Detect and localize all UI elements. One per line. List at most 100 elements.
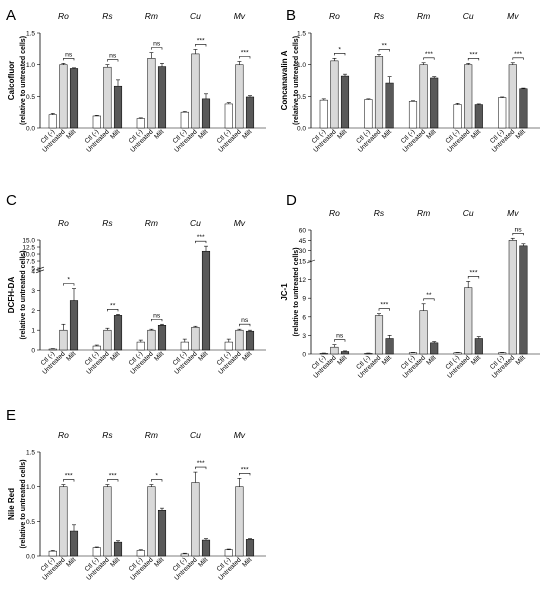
bar-untreated [59, 486, 68, 557]
bar-ctl [180, 341, 189, 351]
x-tick-label: Milt [336, 354, 348, 366]
bar-milt [201, 98, 211, 129]
x-tick-label: Milt [241, 350, 253, 362]
group-label-rs: Rs [374, 208, 385, 218]
group-label-ro: Ro [329, 11, 340, 21]
bar-milt [519, 88, 528, 129]
bar-ctl [136, 550, 145, 557]
panel-letter: D [286, 192, 297, 209]
significance-label: *** [241, 466, 249, 473]
y-tick-label: 0.5 [26, 519, 35, 526]
bar-untreated [191, 482, 200, 557]
x-tick-label: Milt [470, 354, 482, 366]
group-label-mv: Mv [507, 11, 519, 21]
significance-bracket [512, 232, 524, 236]
group-label-rs: Rs [374, 11, 385, 21]
significance-label: * [67, 277, 70, 284]
bar-milt [157, 509, 167, 557]
group-label-ro: Ro [58, 430, 69, 440]
bar-untreated [235, 329, 244, 351]
significance-label: * [155, 473, 158, 480]
y-tick-label: 12 [299, 277, 307, 284]
significance-bracket [195, 466, 207, 470]
group-label-mv: Mv [507, 208, 519, 218]
y-axis-label: DCFH-DA [7, 277, 16, 314]
group-label-rm: Rm [145, 218, 158, 228]
y-tick-label: 9 [302, 296, 306, 303]
bar-untreated [235, 64, 244, 129]
y-tick-label: 1.5 [26, 31, 35, 38]
significance-label: ns [515, 226, 523, 233]
group-label-ro: Ro [58, 11, 69, 21]
significance-bracket [63, 479, 75, 482]
bar-untreated [147, 329, 156, 351]
significance-bracket [151, 479, 163, 482]
y-tick-label: 0.0 [26, 126, 35, 133]
group-label-rm: Rm [145, 430, 158, 440]
y-tick-label: 0.0 [26, 554, 35, 561]
panel-c: C 0 1 2 3 457.510.012.515.0 DCFH-DA (relative t… [6, 192, 266, 376]
y-tick-label: 6 [302, 314, 306, 321]
bar-milt [201, 250, 211, 351]
group-label-cu: Cu [190, 11, 201, 21]
significance-bracket [378, 49, 390, 52]
group-label-cu: Cu [190, 430, 201, 440]
group-label-ro: Ro [329, 208, 340, 218]
bar-ctl [498, 352, 507, 355]
significance-bracket [151, 47, 163, 50]
significance-label: *** [380, 302, 388, 309]
y-tick-label: 0 [302, 352, 306, 359]
group-label-cu: Cu [463, 208, 474, 218]
bar-untreated [147, 486, 156, 557]
bar-ctl [319, 99, 328, 129]
x-tick-label: Milt [109, 350, 121, 362]
group-label-rm: Rm [417, 11, 430, 21]
y-axis-label-units: (relative to untreated cells) [293, 36, 300, 125]
bar-ctl [224, 103, 233, 129]
bar-ctl [92, 547, 101, 557]
group-label-rs: Rs [102, 430, 113, 440]
y-axis-label: JC-1 [280, 283, 289, 301]
significance-label: *** [109, 473, 117, 480]
bar-milt [245, 330, 255, 351]
bar-milt [113, 85, 123, 129]
bar-untreated [419, 64, 428, 129]
bar-ctl [224, 549, 233, 557]
bar-untreated [191, 53, 200, 129]
y-tick-label: 0 [31, 348, 35, 355]
significance-bracket [107, 479, 119, 482]
bar-untreated [103, 329, 112, 351]
panel-letter: A [6, 7, 16, 24]
bar-milt [113, 315, 123, 351]
bar-ctl [136, 341, 145, 351]
significance-label: ** [426, 292, 432, 299]
significance-bracket [378, 308, 390, 311]
y-tick-label: 2 [31, 308, 35, 315]
y-axis-label-units: (relative to untreated cells) [293, 247, 300, 336]
significance-label: *** [470, 269, 478, 276]
significance-label: ns [336, 333, 344, 340]
group-label-ro: Ro [58, 218, 69, 228]
panel-letter: B [286, 7, 296, 24]
bar-milt [340, 351, 350, 355]
x-tick-label: Milt [65, 556, 77, 568]
x-tick-label: Milt [197, 350, 209, 362]
y-axis-label-units: (relative to untreated cells) [20, 36, 27, 125]
y-axis-label: Calcofluor [7, 61, 16, 101]
y-tick-label: 60 [299, 228, 307, 235]
y-tick-label: 12.5 [22, 245, 35, 252]
bar-milt [69, 300, 79, 351]
x-tick-label: Milt [109, 556, 121, 568]
y-tick-label: 45 [299, 238, 307, 245]
y-tick-label: 1.0 [26, 484, 35, 491]
significance-label: ns [65, 51, 73, 58]
significance-label: ns [153, 41, 161, 48]
bar-ctl [408, 352, 418, 355]
significance-label: *** [470, 51, 478, 58]
group-label-rs: Rs [102, 11, 113, 21]
bar-milt [245, 96, 255, 129]
significance-bracket [63, 283, 75, 286]
x-tick-label: Milt [515, 354, 527, 366]
x-tick-label: Milt [425, 354, 437, 366]
